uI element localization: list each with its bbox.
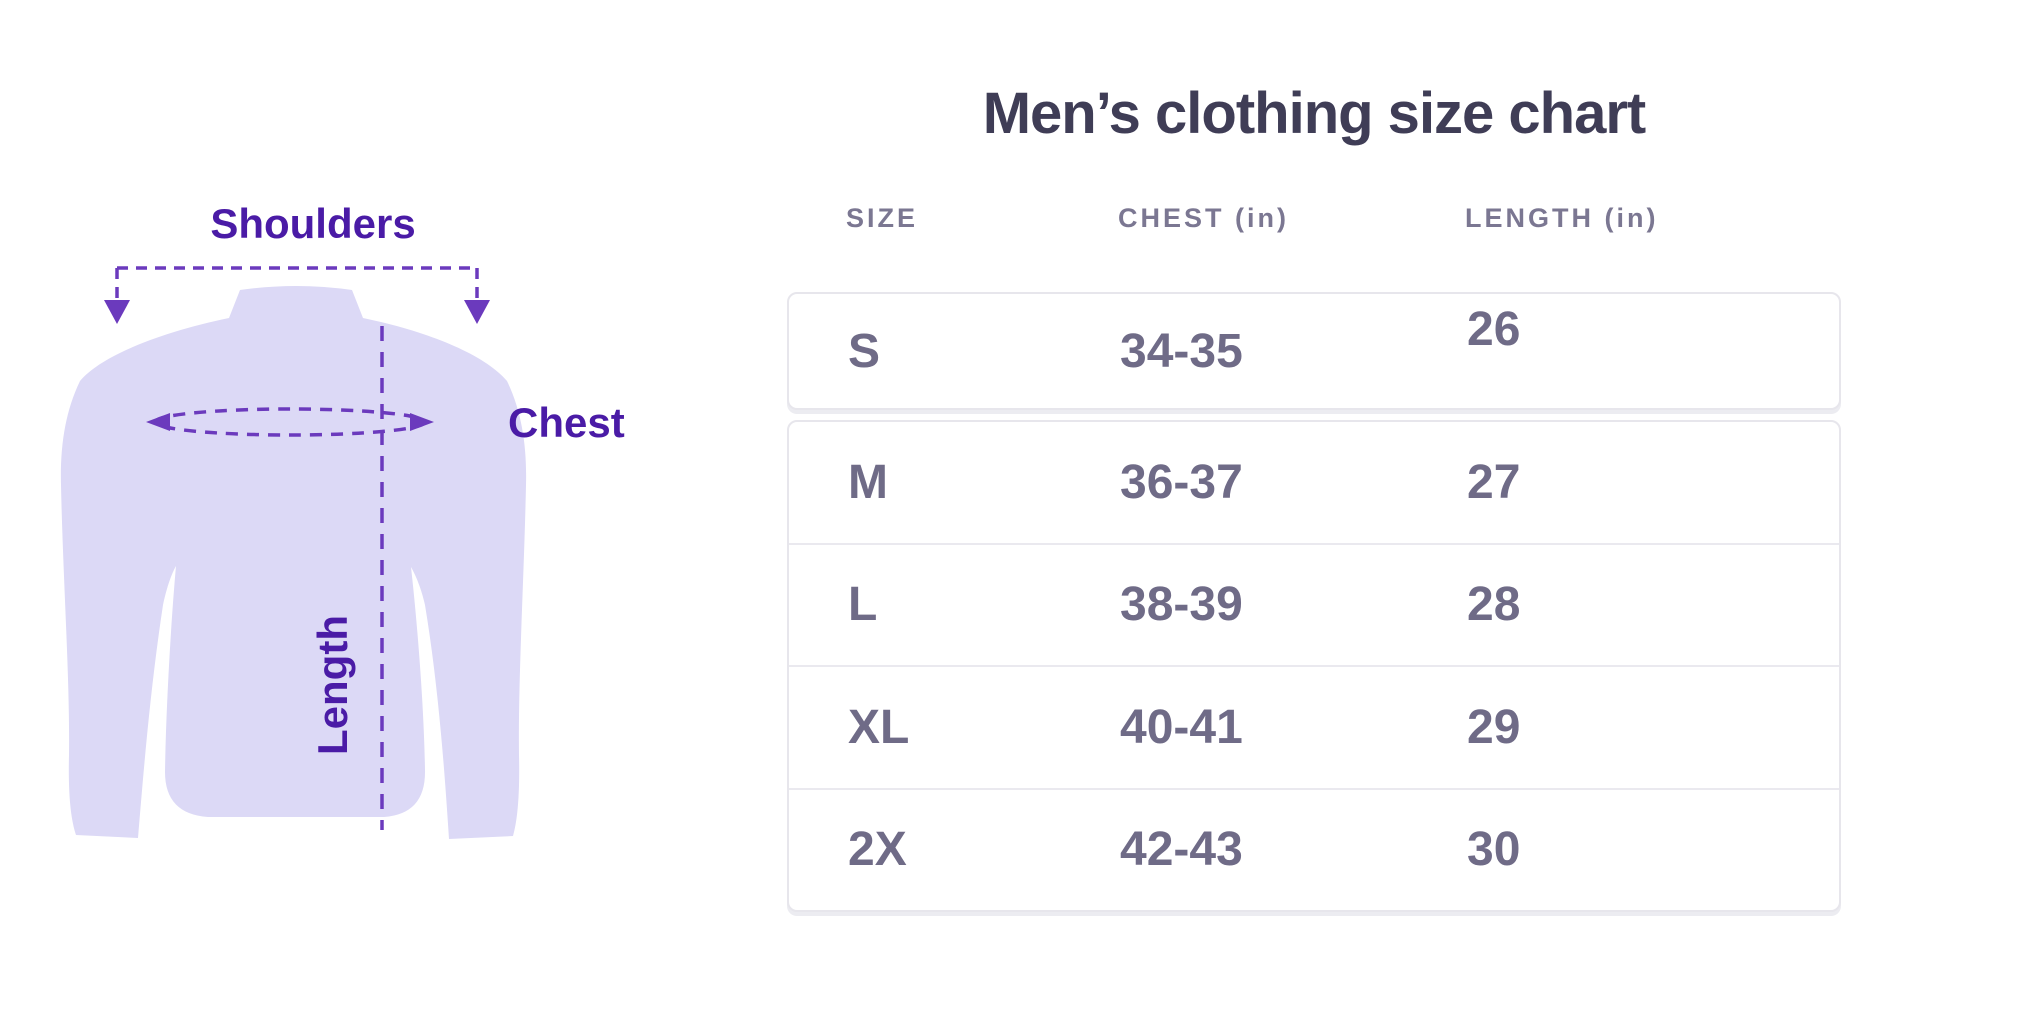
shoulders-label: Shoulders	[210, 200, 415, 247]
shoulders-arrow-right-icon	[464, 300, 490, 324]
length-cell: 30	[1467, 823, 1521, 877]
shoulders-arrow-left-icon	[104, 300, 130, 324]
size-cell: M	[848, 455, 888, 509]
table-row: 2X 42-43 30	[789, 787, 1839, 911]
length-cell: 28	[1467, 578, 1521, 632]
chest-arrow-right-icon	[410, 413, 434, 431]
length-label: Length	[309, 615, 356, 755]
length-cell: 26	[1467, 302, 1521, 356]
chest-arrow-left-icon	[146, 413, 170, 431]
column-header-size: SIZE	[846, 203, 919, 233]
chest-cell: 34-35	[1120, 324, 1243, 378]
length-cell: 29	[1467, 700, 1521, 754]
table-row: XL 40-41 29	[789, 665, 1839, 788]
table-box-size-s: S 34-35 26	[787, 292, 1841, 410]
column-header-length: LENGTH (in)	[1465, 203, 1659, 233]
size-chart-table: Men’s clothing size chart SIZE CHEST (in…	[787, 0, 1841, 1020]
table-row: S 34-35 26	[789, 294, 1839, 408]
shirt-silhouette	[60, 286, 527, 839]
chest-label: Chest	[508, 399, 625, 446]
table-row: L 38-39 28	[789, 542, 1839, 666]
shoulders-measure-line	[115, 266, 479, 300]
size-cell: XL	[848, 700, 910, 754]
chest-cell: 40-41	[1120, 700, 1243, 754]
length-cell: 27	[1467, 455, 1521, 509]
chest-cell: 42-43	[1120, 823, 1243, 877]
table-row: M 36-37 27	[789, 422, 1839, 543]
size-cell: 2X	[848, 823, 907, 877]
page-title: Men’s clothing size chart	[982, 81, 1647, 146]
table-header-row: SIZE CHEST (in) LENGTH (in)	[787, 198, 1841, 238]
size-cell: S	[848, 324, 881, 378]
shirt-measurement-diagram: Shoulders Chest Length	[60, 200, 625, 839]
size-cell: L	[848, 578, 878, 632]
chest-cell: 36-37	[1120, 455, 1243, 509]
table-box-sizes-m-2x: M 36-37 27 L 38-39 28 XL 40-41 29 2X 42-…	[787, 420, 1841, 912]
column-header-chest: CHEST (in)	[1118, 203, 1289, 233]
chest-cell: 38-39	[1120, 578, 1243, 632]
